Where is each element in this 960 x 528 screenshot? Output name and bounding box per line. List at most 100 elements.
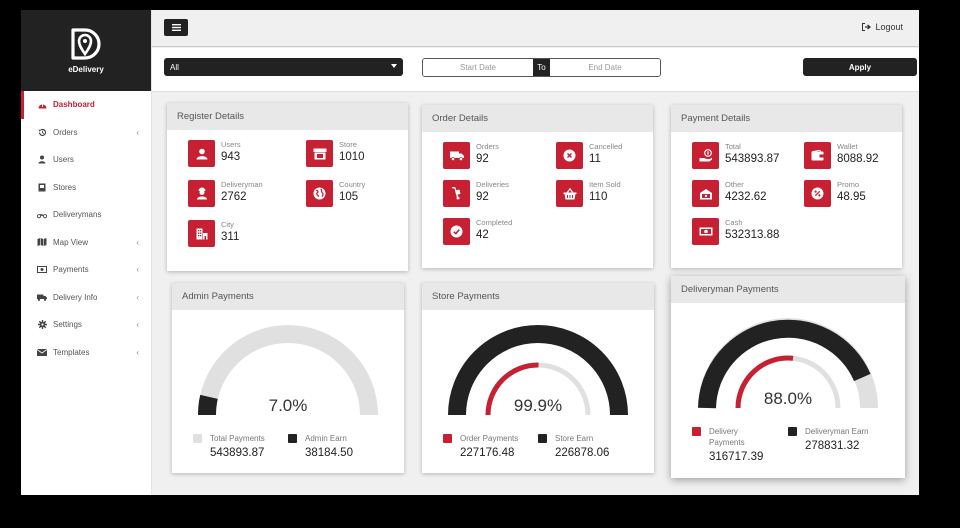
sidebar-item-dashboard[interactable]: Dashboard: [21, 91, 151, 119]
stat-value: 543893.87: [725, 153, 780, 165]
sidebar-item-label: Map View: [53, 237, 88, 247]
sidebar-item-label: Orders: [53, 127, 78, 137]
legend-deliveryman-earn: Deliveryman Earn 278831.32: [788, 426, 869, 452]
store-gauge: 99.9%: [422, 310, 654, 420]
stat-cancelled: Cancelled 11: [556, 142, 622, 169]
sidebar-item-label: Stores: [53, 182, 77, 192]
money-icon: [37, 265, 47, 275]
stat-label: Cancelled: [589, 142, 623, 151]
start-date-input[interactable]: [423, 59, 533, 76]
hand-truck-icon: [443, 180, 470, 207]
stat-value: 48.95: [837, 191, 866, 203]
map-icon: [37, 237, 47, 247]
filter-bar: All To Apply: [152, 48, 919, 92]
globe-icon: [306, 180, 333, 207]
sidebar-item-deliverymans[interactable]: Deliverymans: [21, 201, 151, 229]
sidebar-item-orders[interactable]: Orders ‹: [21, 119, 151, 147]
deliveryman-gauge-chart: [698, 318, 878, 409]
legend-value: 38184.50: [305, 447, 353, 459]
brand[interactable]: eDelivery: [21, 10, 151, 91]
legend-value: 543893.87: [210, 447, 265, 459]
stat-value: 92: [476, 153, 489, 165]
deliveryman-icon: [188, 180, 215, 207]
stat-other: Other 4232.62: [692, 180, 767, 207]
legend-swatch: [538, 434, 547, 443]
sidebar-item-label: Settings: [53, 320, 82, 330]
stat-label: Total: [725, 142, 741, 151]
sidebar-item-label: Delivery Info: [53, 292, 98, 302]
sidebar-item-label: Payments: [53, 265, 89, 275]
chevron-left-icon: ‹: [136, 347, 139, 357]
stat-label: Item Sold: [589, 180, 621, 189]
legend-order-payments: Order Payments 227176.48: [443, 433, 518, 459]
stat-users: Users 943: [188, 140, 241, 167]
user-icon: [188, 140, 215, 167]
stat-completed: Completed 42: [443, 218, 512, 245]
legend-total-payments: Total Payments 543893.87: [193, 433, 265, 459]
cash-icon: [692, 218, 719, 245]
end-date-input[interactable]: [550, 59, 660, 76]
admin-gauge-chart: [197, 325, 378, 416]
sidebar-item-map-view[interactable]: Map View ‹: [21, 229, 151, 257]
sidebar-item-label: Users: [53, 155, 74, 165]
register-details-card: Register Details Users 943 Store 1010 Deli…: [167, 103, 408, 271]
sidebar-item-settings[interactable]: Settings ‹: [21, 311, 151, 339]
wallet-icon: [804, 142, 831, 169]
logout-button[interactable]: Logout: [862, 22, 903, 32]
stat-value: 11: [589, 153, 601, 165]
check-circle-icon: [443, 218, 470, 245]
stat-deliveries: Deliveries 92: [443, 180, 509, 207]
truck-icon: [443, 142, 470, 169]
stat-value: 311: [221, 231, 240, 243]
stat-label: Orders: [476, 142, 499, 151]
store-icon: [306, 140, 333, 167]
hand-coin-icon: [692, 142, 719, 169]
card-title: Admin Payments: [172, 283, 404, 310]
sidebar-item-delivery-info[interactable]: Delivery Info ‹: [21, 284, 151, 312]
chevron-left-icon: ‹: [136, 320, 139, 330]
sidebar-item-label: Dashboard: [53, 100, 95, 110]
store-payments-card: Store Payments 99.9% Order Payments 2271…: [422, 283, 654, 473]
scope-select[interactable]: All: [164, 58, 403, 76]
stat-label: Country: [339, 180, 366, 189]
stat-label: City: [221, 220, 234, 229]
deliveryman-gauge: 88.0%: [671, 303, 905, 413]
sidebar-item-label: Deliverymans: [53, 210, 102, 220]
stat-value: 943: [221, 151, 241, 163]
scope-select-value: All: [170, 62, 179, 72]
legend-store-earn: Store Earn 226878.06: [538, 433, 609, 459]
sidebar-item-payments[interactable]: Payments ‹: [21, 256, 151, 284]
hamburger-icon: [171, 24, 181, 31]
sidebar-menu: Dashboard Orders ‹ Users Stores: [21, 91, 151, 366]
chevron-left-icon: ‹: [136, 292, 139, 302]
sidebar-item-label: Templates: [53, 347, 90, 357]
stat-item-sold: Item Sold 110: [556, 180, 621, 207]
legend-swatch: [788, 427, 797, 436]
gauge-percent: 7.0%: [268, 396, 308, 415]
cancel-icon: [556, 142, 583, 169]
topbar: Logout: [152, 10, 919, 47]
stat-label: Wallet: [837, 142, 858, 151]
sidebar-item-templates[interactable]: Templates ‹: [21, 339, 151, 367]
basket-icon: [556, 180, 583, 207]
stat-value: 105: [339, 191, 359, 203]
gauge-percent: 99.9%: [513, 396, 563, 415]
money-bag-icon: [692, 180, 719, 207]
legend-delivery-payments: Delivery Payments 316717.39: [692, 426, 782, 463]
stat-value: 532313.88: [725, 229, 780, 241]
menu-toggle-button[interactable]: [164, 19, 188, 36]
stat-store: Store 1010: [306, 140, 365, 167]
stat-deliveryman: Deliveryman 2762: [188, 180, 263, 207]
sidebar-item-stores[interactable]: Stores: [21, 174, 151, 202]
sidebar-item-users[interactable]: Users: [21, 146, 151, 174]
apply-button[interactable]: Apply: [803, 58, 917, 76]
stat-wallet: Wallet 8088.92: [804, 142, 879, 169]
history-icon: [37, 127, 47, 137]
sidebar: eDelivery Dashboard Orders ‹ Users: [21, 10, 152, 495]
stat-city: City 311: [188, 220, 239, 247]
stat-label: Completed: [476, 218, 513, 227]
stat-promo: Promo 48.95: [804, 180, 866, 207]
logout-label: Logout: [875, 22, 903, 32]
stat-value: 92: [476, 191, 489, 203]
chevron-left-icon: ‹: [136, 265, 139, 275]
